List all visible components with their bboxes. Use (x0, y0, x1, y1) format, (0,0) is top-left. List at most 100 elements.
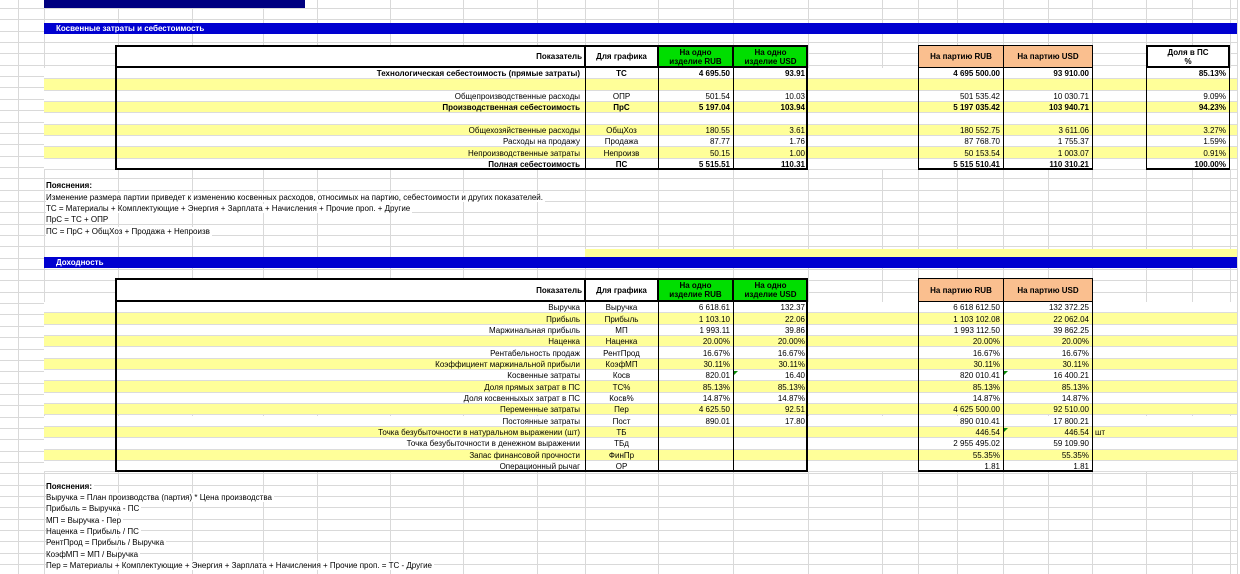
cell-unit-usd[interactable]: 3.61 (789, 125, 805, 135)
column-header-graph[interactable]: Для графика (596, 285, 647, 295)
cell-unit-rub[interactable] (658, 113, 733, 124)
cell-unit-usd[interactable] (733, 450, 808, 461)
column-header-unit-usd[interactable]: На одно изделие USD (733, 278, 808, 302)
cell-unit-usd[interactable]: 16.67% (777, 348, 805, 358)
notes-line[interactable]: Наценка = Прибыль / ПС (46, 526, 141, 537)
cell-share[interactable]: 85.13% (1198, 69, 1226, 79)
cell-batch-usd[interactable]: 16.67% (1061, 348, 1089, 358)
cell-unit-usd[interactable]: 17.80 (784, 416, 805, 426)
row-code[interactable]: ОПР (612, 91, 631, 101)
cell-batch-rub[interactable]: 16.67% (972, 348, 1000, 358)
cell-batch-usd[interactable]: 39 862.25 (1053, 325, 1089, 335)
notes-line[interactable]: ТС = Материалы + Комплектующие + Энергия… (46, 203, 413, 214)
cell-unit-usd[interactable]: 16.40 (784, 371, 805, 381)
cell-unit-usd[interactable]: 30.11% (778, 359, 805, 369)
column-header-unit-rub[interactable]: На одно изделие RUB (658, 278, 733, 302)
cell-batch-usd[interactable]: 10 030.71 (1053, 91, 1089, 101)
row-label[interactable]: Операционный рычаг (499, 462, 580, 472)
cell-batch-usd[interactable]: 16 400.21 (1053, 371, 1089, 381)
cell-batch-usd[interactable] (1003, 79, 1092, 90)
cell-unit-rub[interactable]: 85.13% (702, 382, 730, 392)
notes-line[interactable]: МП = Выручка - Пер (46, 515, 124, 526)
cell-unit-rub[interactable] (658, 438, 733, 449)
row-code[interactable]: ТС (616, 69, 627, 79)
cell-unit-rub[interactable]: 5 197.04 (698, 103, 730, 113)
cell-unit-rub[interactable] (658, 450, 733, 461)
row-code[interactable]: Наценка (605, 337, 638, 347)
row-label[interactable]: Доля косвенныхых затрат в ПС (463, 393, 580, 403)
cell-unit-usd[interactable]: 132.37 (780, 303, 805, 313)
row-label[interactable]: Косвенные затраты (507, 371, 580, 381)
row-code[interactable]: ТБ (616, 428, 627, 438)
row-code[interactable]: ТБд (614, 439, 629, 449)
cell-batch-usd[interactable]: 1 755.37 (1057, 137, 1089, 147)
row-label[interactable]: Рентабельность продаж (490, 348, 580, 358)
cell-unit-usd[interactable] (733, 427, 808, 438)
cell-unit-rub[interactable]: 6 618.61 (698, 303, 730, 313)
notes-line[interactable]: ПС = ПрС + ОбщХоз + Продажа + Непроизв (46, 225, 212, 236)
cell-unit-rub[interactable]: 20.00% (702, 337, 730, 347)
column-header-batch-usd[interactable]: На партию USD (1003, 278, 1093, 302)
row-code[interactable] (585, 113, 658, 124)
row-label[interactable]: Доля прямых затрат в ПС (484, 382, 580, 392)
cell-batch-usd[interactable]: 446.54 (1064, 428, 1089, 438)
cell-batch-rub[interactable]: 87 768.70 (964, 137, 1000, 147)
cell-batch-rub[interactable]: 4 695 500.00 (953, 69, 1000, 79)
cell-batch-rub[interactable]: 1 993 112.50 (953, 325, 1000, 335)
cell-batch-rub[interactable]: 30.11% (973, 359, 1000, 369)
section-bar-profitability[interactable]: Доходность (44, 256, 1237, 269)
row-label[interactable]: Точка безубыточности в денежном выражени… (406, 439, 580, 449)
column-header-indicator[interactable]: Показатель (536, 52, 582, 61)
cell-unit-rub[interactable]: 4 695.50 (698, 69, 730, 79)
row-code[interactable]: ПрС (613, 103, 630, 113)
cell-batch-usd[interactable]: 85.13% (1061, 382, 1089, 392)
cell-batch-usd[interactable]: 1 003.07 (1057, 148, 1089, 158)
notes-title[interactable]: Пояснения: (46, 180, 95, 191)
row-code[interactable]: ФинПр (608, 450, 635, 460)
cell-batch-usd[interactable]: 14.87% (1061, 393, 1089, 403)
cell-unit-rub[interactable]: 1 993.11 (699, 325, 730, 335)
row-code[interactable]: КоэфМП (605, 359, 638, 369)
row-label[interactable]: Точка безубыточности в натуральном выраж… (378, 428, 580, 438)
row-label[interactable]: Полная себестоимость (488, 159, 580, 169)
cell-unit-rub[interactable]: 50.15 (709, 148, 730, 158)
cell-unit-usd[interactable]: 1.76 (789, 137, 805, 147)
column-header-share[interactable]: Доля в ПС% (1146, 45, 1230, 68)
row-code[interactable]: Выручка (605, 303, 638, 313)
cell-unit-usd[interactable]: 110.31 (780, 159, 805, 169)
row-code[interactable]: РентПрод (603, 348, 640, 358)
row-label[interactable]: Общехозяйственные расходы (468, 125, 580, 135)
column-header-batch-rub[interactable]: На партию RUB (918, 278, 1004, 302)
cell-batch-usd[interactable]: 20.00% (1061, 337, 1089, 347)
cell-unit-usd[interactable] (733, 438, 808, 449)
cell-batch-usd[interactable]: 55.35% (1061, 450, 1089, 460)
cell-unit-suffix[interactable]: шт (1095, 428, 1106, 438)
cell-batch-usd[interactable]: 103 940.71 (1048, 103, 1089, 113)
cell-unit-rub[interactable]: 87.77 (709, 137, 730, 147)
cell-unit-rub[interactable]: 14.87% (702, 393, 730, 403)
cell-unit-usd[interactable]: 1.00 (789, 148, 805, 158)
cell-unit-rub[interactable]: 1 103.10 (698, 314, 730, 324)
cell-batch-usd[interactable]: 59 109.90 (1053, 439, 1089, 449)
notes-title[interactable]: Пояснения: (46, 481, 95, 492)
row-label[interactable]: Маржинальная прибыль (488, 325, 580, 335)
cell-batch-usd[interactable]: 1.81 (1073, 462, 1089, 472)
cell-batch-usd[interactable]: 17 800.21 (1053, 416, 1089, 426)
row-label[interactable]: Технологическая себестоимость (прямые за… (376, 69, 580, 79)
column-header-batch-usd[interactable]: На партию USD (1003, 45, 1093, 68)
cell-unit-usd[interactable] (733, 461, 808, 472)
cell-batch-rub[interactable]: 85.13% (972, 382, 1000, 392)
column-header-unit-usd[interactable]: На одно изделие USD (733, 45, 808, 68)
row-code[interactable]: ОР (615, 462, 628, 472)
cell-batch-usd[interactable]: 30.11% (1062, 359, 1089, 369)
row-code[interactable]: Пост (612, 416, 631, 426)
cell-batch-usd[interactable]: 132 372.25 (1048, 303, 1089, 313)
cell-unit-usd[interactable]: 39.86 (784, 325, 805, 335)
notes-line[interactable]: Пер = Материалы + Комплектующие + Энерги… (46, 560, 434, 571)
cell-batch-rub[interactable] (918, 113, 1003, 124)
column-header-graph[interactable]: Для графика (596, 52, 647, 61)
section-bar-indirect-costs[interactable]: Косвенные затраты и себестоимость (44, 22, 1237, 34)
row-code[interactable]: ПС (615, 159, 628, 169)
notes-line[interactable]: Прибыль = Выручка - ПС (46, 503, 142, 514)
row-code[interactable]: МП (615, 325, 628, 335)
